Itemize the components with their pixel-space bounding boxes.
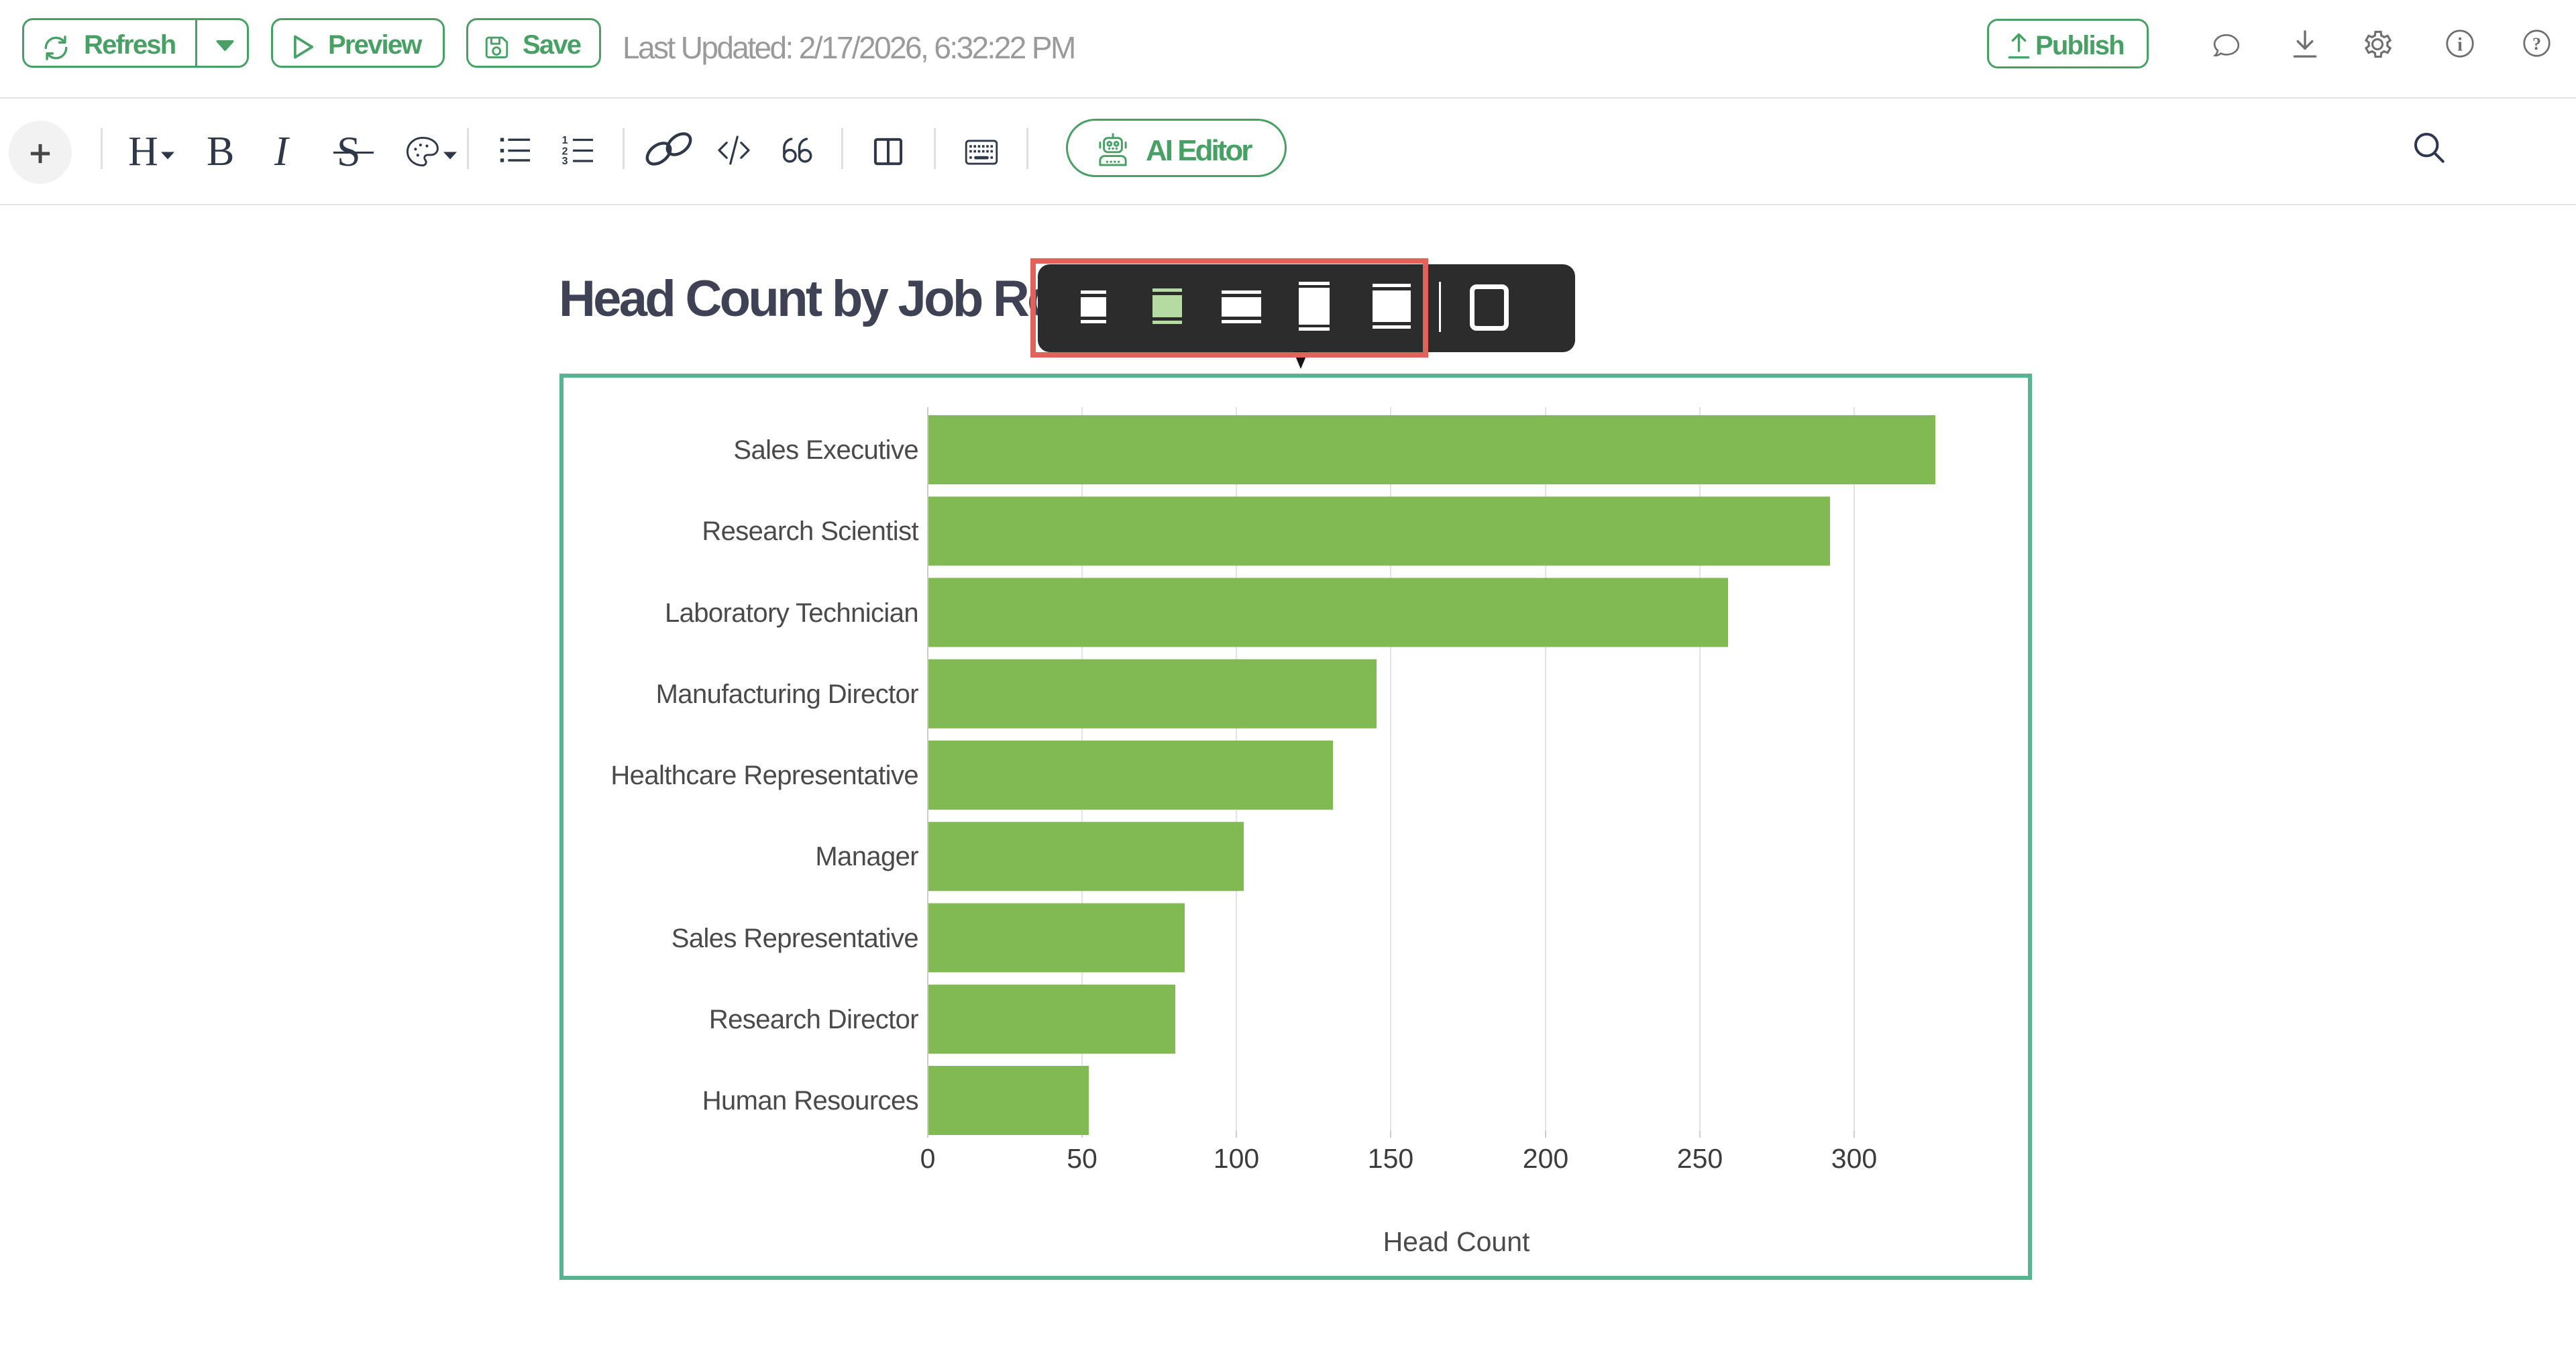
svg-text:Manager: Manager <box>815 842 918 871</box>
svg-text:Laboratory Technician: Laboratory Technician <box>665 598 918 628</box>
svg-text:Healthcare Representative: Healthcare Representative <box>610 761 918 790</box>
svg-text:50: 50 <box>1067 1143 1097 1174</box>
svg-text:100: 100 <box>1214 1143 1259 1174</box>
svg-text:0: 0 <box>920 1143 936 1174</box>
svg-text:2: 2 <box>562 146 568 157</box>
svg-text:Research Scientist: Research Scientist <box>702 517 918 546</box>
svg-text:150: 150 <box>1368 1143 1413 1174</box>
svg-text:Sales Executive: Sales Executive <box>733 435 918 465</box>
svg-text:Human Resources: Human Resources <box>702 1086 918 1116</box>
svg-text:1: 1 <box>562 135 568 146</box>
svg-text:300: 300 <box>1831 1143 1877 1174</box>
svg-text:Manufacturing Director: Manufacturing Director <box>656 680 919 709</box>
svg-text:Sales Representative: Sales Representative <box>672 924 918 953</box>
svg-text:i: i <box>2457 35 2463 56</box>
svg-text:?: ? <box>2532 34 2541 54</box>
svg-text:250: 250 <box>1677 1143 1723 1174</box>
svg-text:Research Director: Research Director <box>709 1005 918 1034</box>
svg-text:3: 3 <box>562 156 568 165</box>
svg-text:Head Count: Head Count <box>1383 1226 1530 1257</box>
svg-text:200: 200 <box>1523 1143 1568 1174</box>
